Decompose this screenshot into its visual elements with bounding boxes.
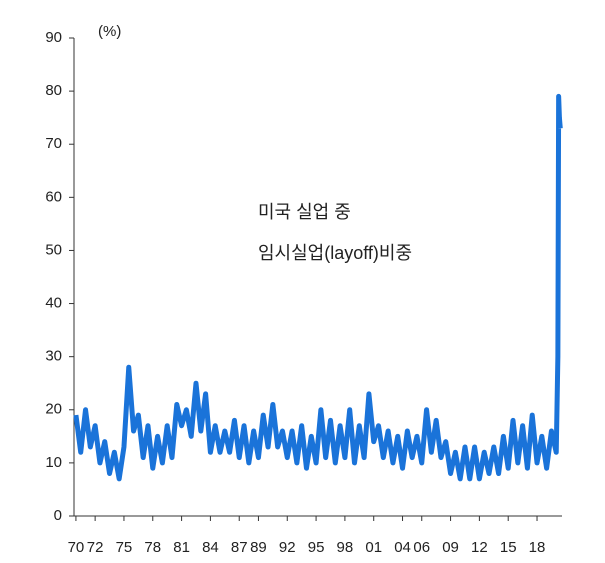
y-tick-label: 20 bbox=[45, 401, 62, 418]
x-tick-label: 75 bbox=[116, 539, 133, 556]
x-tick-label: 98 bbox=[337, 539, 354, 556]
y-tick-label: 80 bbox=[45, 82, 62, 99]
x-tick-label: 81 bbox=[173, 539, 190, 556]
y-tick-label: 70 bbox=[45, 135, 62, 152]
x-tick-label: 84 bbox=[202, 539, 219, 556]
annotation: 임시실업(layoff)비중 bbox=[258, 243, 412, 263]
unit-label: (%) bbox=[98, 23, 121, 40]
x-tick-label: 06 bbox=[413, 539, 430, 556]
x-tick-label: 09 bbox=[442, 539, 459, 556]
x-tick-label: 78 bbox=[144, 539, 161, 556]
y-tick-label: 10 bbox=[45, 454, 62, 471]
x-tick-label: 89 bbox=[250, 539, 267, 556]
y-tick-label: 50 bbox=[45, 241, 62, 258]
x-tick-label: 92 bbox=[279, 539, 296, 556]
x-tick-label: 12 bbox=[471, 539, 488, 556]
x-tick-label: 70 bbox=[68, 539, 85, 556]
y-tick-label: 90 bbox=[45, 29, 62, 46]
x-tick-label: 01 bbox=[365, 539, 382, 556]
x-tick-label: 95 bbox=[308, 539, 325, 556]
x-tick-label: 72 bbox=[87, 539, 104, 556]
x-tick-label: 15 bbox=[500, 539, 517, 556]
y-tick-label: 30 bbox=[45, 348, 62, 365]
y-tick-label: 40 bbox=[45, 295, 62, 312]
y-tick-label: 60 bbox=[45, 188, 62, 205]
data-line bbox=[73, 93, 563, 482]
x-tick-label: 87 bbox=[231, 539, 248, 556]
x-tick-label: 04 bbox=[394, 539, 411, 556]
y-tick-label: 0 bbox=[54, 507, 62, 524]
annotation: 미국 실업 중 bbox=[258, 202, 351, 222]
x-tick-label: 18 bbox=[529, 539, 546, 556]
